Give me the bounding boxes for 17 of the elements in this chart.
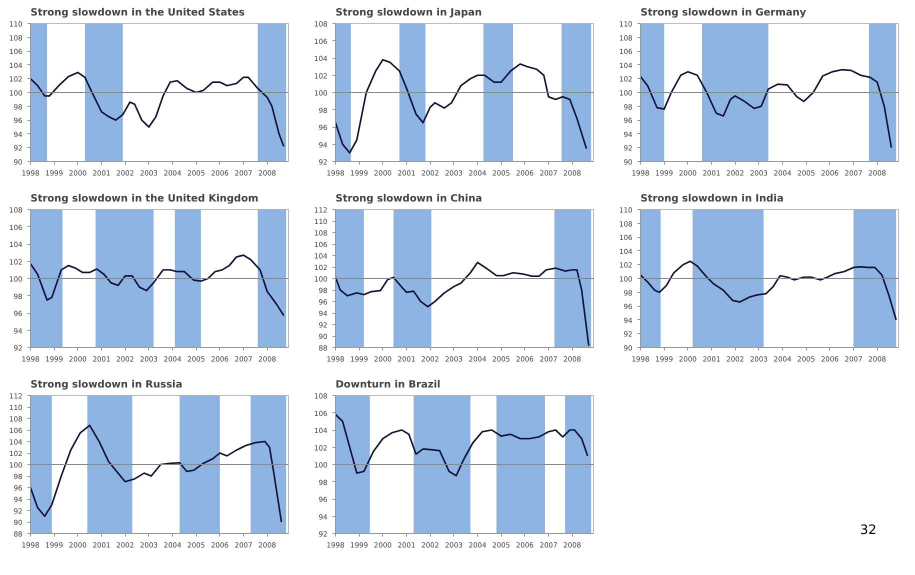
text: 32 — [860, 522, 877, 540]
chart-title: Strong slowdown in the United States — [30, 8, 245, 18]
chart-title: Strong slowdown in Russia — [30, 380, 182, 390]
chart-title: Strong slowdown in Japan — [336, 8, 482, 18]
line-series — [30, 72, 285, 148]
line-series — [30, 424, 282, 523]
line-series — [30, 254, 285, 316]
chart-title: Strong slowdown in the United Kingdom — [30, 194, 258, 204]
line-series — [336, 414, 588, 477]
line-series — [640, 260, 897, 321]
chart-title: Strong slowdown in Germany — [640, 8, 807, 18]
line-series — [336, 58, 588, 154]
line-series — [640, 68, 892, 148]
chart-title: Strong slowdown in China — [336, 194, 482, 204]
chart-title: Downturn in Brazil — [336, 380, 440, 390]
chart-title: Strong slowdown in India — [640, 194, 784, 204]
line-series — [336, 262, 590, 347]
